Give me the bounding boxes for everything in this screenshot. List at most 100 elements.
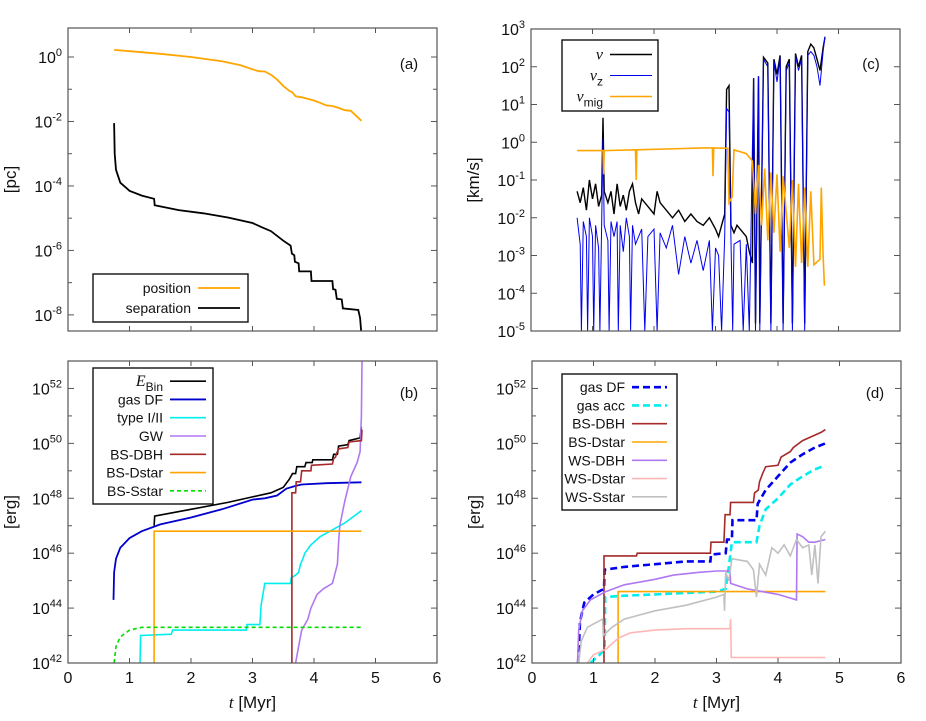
y-tick-label: 10-1 [497, 170, 525, 190]
y-tick-label: 1046 [496, 543, 526, 563]
x-tick-label: 3 [248, 670, 257, 687]
series-gas-acc-line [589, 464, 826, 663]
series-ws-dstar-line [586, 619, 826, 663]
series-position-line [114, 49, 363, 122]
y-tick-label: 10-5 [497, 321, 525, 341]
series-e-bin-line [153, 426, 363, 526]
legend-item: separation [126, 300, 240, 316]
panel-label: (a) [400, 56, 418, 73]
x-tick-label: 0 [528, 670, 537, 687]
legend-label: v [596, 47, 604, 64]
x-tick-label: 1 [125, 670, 134, 687]
x-tick-label: 5 [371, 670, 380, 687]
series-group [112, 361, 363, 663]
legend: position separation [92, 273, 249, 323]
series-separation-line [113, 123, 363, 331]
y-tick-label: 10-2 [34, 111, 62, 131]
series-ws-sstar-line [577, 530, 827, 663]
y-tick-label: 10-4 [497, 283, 525, 303]
panel-label: (b) [400, 385, 418, 402]
legend-label: gas DF [580, 379, 625, 395]
panel-a-position-separation: 100 10-2 10-4 10-6 10-8 [pc] (a) position separa… [1, 27, 438, 332]
legend-label: vz [590, 68, 603, 89]
y-tick-label: 10-2 [497, 208, 525, 228]
legend-label: WS-Dstar [564, 471, 625, 487]
x-tick-label: 1 [589, 670, 598, 687]
y-tick-label: 100 [38, 47, 62, 67]
legend-item: GW [139, 428, 206, 444]
legend-item: gas acc [577, 397, 667, 413]
y-tick-label: 1044 [32, 598, 62, 618]
x-tick-label: 6 [433, 670, 442, 687]
series-bs-dbh-line [603, 428, 826, 663]
y-tick-label: 1044 [496, 598, 526, 618]
panel-c-velocities: 103 102 101 100 10-1 10-2 10-3 10-4 10-5 [km/s] (c… [464, 19, 901, 341]
legend-item: WS-DBH [568, 452, 667, 468]
legend-label: BS-DBH [572, 416, 625, 432]
x-axis-title: t [Myr] [229, 693, 276, 712]
series-group [576, 36, 826, 331]
x-tick-label: 3 [712, 670, 721, 687]
y-axis-title: [erg] [1, 495, 20, 529]
y-tick-label: 1042 [496, 653, 526, 673]
y-axis-title: [pc] [1, 166, 20, 193]
legend-label: gas acc [577, 397, 625, 413]
y-tick-label: 1042 [32, 653, 62, 673]
legend-label: BS-Dstar [106, 465, 163, 481]
y-tick-label: 101 [501, 95, 525, 115]
series-bs-dstar-line [617, 590, 826, 663]
x-tick-label: 2 [651, 670, 660, 687]
legend-item: BS-Dstar [568, 434, 667, 450]
legend-item: BS-Sstar [107, 483, 206, 499]
x-tick-label: 2 [187, 670, 196, 687]
legend-item: EBin [135, 373, 206, 394]
y-tick-label: 10-8 [34, 305, 62, 325]
x-tick-label: 0 [64, 670, 73, 687]
legend-item: vz [590, 68, 652, 89]
y-tick-label: 102 [501, 57, 525, 77]
y-tick-label: 1050 [496, 433, 526, 453]
y-tick-label: 10-4 [34, 176, 62, 196]
legend-item: WS-Dstar [564, 471, 667, 487]
legend-item: position [143, 280, 240, 296]
panel-label: (d) [866, 385, 884, 402]
y-tick-label: 1052 [32, 378, 62, 398]
y-axis-title: [erg] [465, 495, 484, 529]
y-tick-label: 100 [501, 132, 525, 152]
panel-d-energy-breakdown: 0 1 2 3 4 5 6 1042 1044 1046 1048 1050 1052 [erg] t [M… [465, 360, 906, 712]
legend-item: v [596, 47, 652, 64]
legend-item: BS-Dstar [106, 465, 206, 481]
series-bs-dbh-line [291, 429, 363, 663]
legend-item: BS-DBH [572, 416, 667, 432]
y-tick-label: 10-3 [497, 246, 525, 266]
legend-item: type I/II [117, 410, 206, 426]
series-v-line [576, 37, 826, 324]
legend-item: gas DF [118, 391, 206, 407]
series-bs-dstar-line [153, 530, 362, 663]
series-ws-dbh-line [576, 532, 826, 663]
legend-item: gas DF [580, 379, 667, 395]
legend-label: GW [139, 428, 164, 444]
series-gas-df-line [112, 481, 362, 600]
y-tick-label: 1048 [496, 488, 526, 508]
legend-label: vmig [577, 89, 603, 110]
legend-label: EBin [135, 373, 163, 394]
x-tick-label: 4 [774, 670, 783, 687]
y-tick-label: 1050 [32, 433, 62, 453]
panel-label: (c) [862, 56, 880, 73]
legend-item: BS-DBH [110, 446, 206, 462]
y-tick-label: 103 [501, 19, 525, 39]
panel-b-energy-components: 0 1 2 3 4 5 6 1042 1044 1046 1048 1050 1052 [erg] t [M… [1, 360, 442, 712]
series-group [113, 49, 363, 331]
legend-label: WS-DBH [568, 452, 625, 468]
x-tick-label: 6 [897, 670, 906, 687]
legend-label: separation [126, 300, 191, 316]
legend-item: WS-Sstar [565, 489, 667, 505]
y-axis-title: [km/s] [464, 157, 483, 202]
x-tick-label: 5 [835, 670, 844, 687]
legend-label: position [143, 280, 191, 296]
y-tick-label: 1052 [496, 378, 526, 398]
